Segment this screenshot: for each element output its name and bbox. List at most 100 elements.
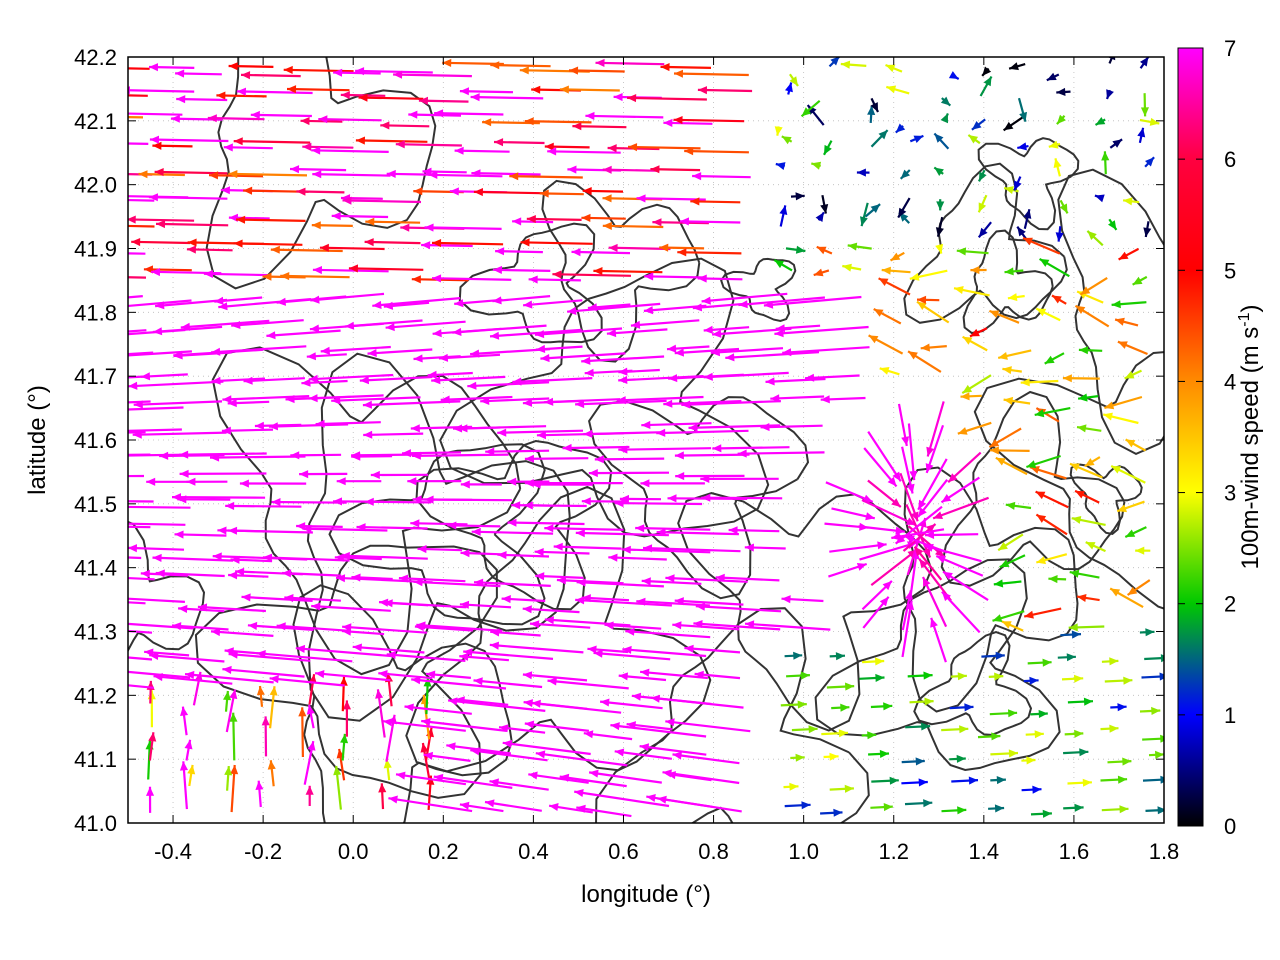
wind-vector	[447, 521, 501, 530]
wind-vector	[385, 320, 466, 332]
wind-vector	[459, 87, 514, 96]
x-axis-label: longitude (°)	[581, 881, 711, 908]
wind-vector	[240, 71, 301, 80]
wind-vector	[146, 786, 155, 813]
wind-vector	[1144, 156, 1155, 168]
wind-vector	[268, 422, 349, 431]
wind-vector	[311, 602, 391, 612]
wind-vector	[593, 649, 671, 661]
wind-vector	[535, 572, 584, 581]
wind-vector	[582, 187, 624, 196]
wind-vector	[230, 764, 239, 813]
wind-vector	[1144, 654, 1164, 663]
wind-vector	[367, 348, 433, 357]
wind-vector	[1048, 140, 1061, 149]
wind-vector	[575, 596, 672, 607]
wind-vector	[559, 773, 627, 788]
wind-vector	[947, 451, 982, 484]
wind-vector	[211, 345, 307, 356]
wind-vector	[1074, 304, 1110, 328]
x-tick-label: 1.8	[1149, 839, 1180, 864]
wind-vector	[871, 776, 899, 785]
wind-vector	[981, 651, 1005, 660]
wind-vector	[941, 590, 981, 634]
wind-vector	[665, 574, 748, 583]
wind-vector	[920, 343, 947, 352]
wind-vector	[520, 238, 593, 247]
wind-vector	[298, 707, 307, 758]
wind-vector	[227, 399, 270, 408]
wind-vector	[774, 126, 783, 136]
wind-vector	[693, 620, 781, 631]
wind-vector	[829, 541, 887, 553]
wind-vector	[227, 526, 313, 535]
wind-vector	[423, 751, 471, 762]
wind-vector	[471, 169, 541, 178]
wind-vector	[1107, 757, 1132, 766]
wind-vector	[618, 367, 660, 376]
wind-vector	[614, 499, 703, 508]
wind-vector	[1071, 516, 1106, 526]
wind-vector	[1025, 730, 1044, 739]
wind-vector	[879, 367, 900, 376]
wind-vector	[378, 783, 387, 810]
wind-vector	[431, 375, 506, 385]
wind-vector	[1069, 462, 1103, 479]
wind-vector	[581, 213, 626, 222]
wind-vector	[630, 319, 700, 329]
wind-vector	[889, 251, 905, 262]
wind-vector	[697, 274, 743, 283]
wind-vector	[781, 595, 824, 604]
wind-vector	[773, 259, 793, 272]
y-tick-label: 42.1	[74, 109, 117, 134]
wind-vector	[559, 85, 620, 94]
wind-vector	[907, 350, 942, 373]
wind-vector	[990, 749, 1019, 758]
wind-vector	[804, 373, 860, 382]
wind-vector	[143, 265, 192, 274]
wind-vector	[997, 349, 1032, 360]
wind-vector	[128, 215, 195, 224]
wind-vector	[552, 270, 632, 279]
wind-vector	[378, 598, 467, 609]
wind-vector	[473, 677, 543, 689]
wind-vector	[576, 804, 632, 818]
wind-vector	[979, 75, 993, 97]
wind-vector	[775, 162, 786, 170]
wind-vector	[459, 652, 509, 662]
contour-line	[439, 257, 770, 538]
wind-vector	[355, 136, 428, 145]
wind-vector	[296, 187, 345, 196]
wind-vector	[1003, 186, 1019, 194]
contour-line	[977, 137, 1080, 231]
wind-vector	[842, 263, 862, 272]
x-tick-label: -0.2	[244, 839, 282, 864]
wind-vector	[489, 778, 549, 791]
wind-vector	[774, 325, 869, 338]
wind-vector	[299, 470, 348, 479]
wind-vector	[417, 545, 463, 554]
wind-vector	[1056, 114, 1066, 125]
wind-vector	[1001, 620, 1024, 632]
wind-vector	[820, 808, 843, 817]
wind-vector	[556, 576, 624, 585]
wind-vector	[331, 212, 389, 221]
wind-vector	[375, 689, 386, 738]
wind-vector	[523, 299, 583, 309]
wind-vector	[860, 202, 869, 227]
wind-vector	[981, 66, 992, 77]
wind-vector	[303, 740, 316, 785]
wind-vector	[784, 651, 803, 660]
wind-vector	[997, 533, 1024, 552]
wind-vector	[460, 480, 502, 489]
wind-vector	[152, 553, 234, 562]
wind-vector	[859, 673, 885, 682]
wind-vector	[614, 748, 673, 760]
wind-vector	[386, 651, 466, 662]
wind-vector	[509, 172, 583, 181]
wind-vector	[148, 63, 195, 72]
wind-vector	[447, 697, 546, 712]
x-tick-label: 0.0	[338, 839, 369, 864]
wind-vector	[568, 66, 625, 75]
wind-vector	[256, 650, 353, 663]
